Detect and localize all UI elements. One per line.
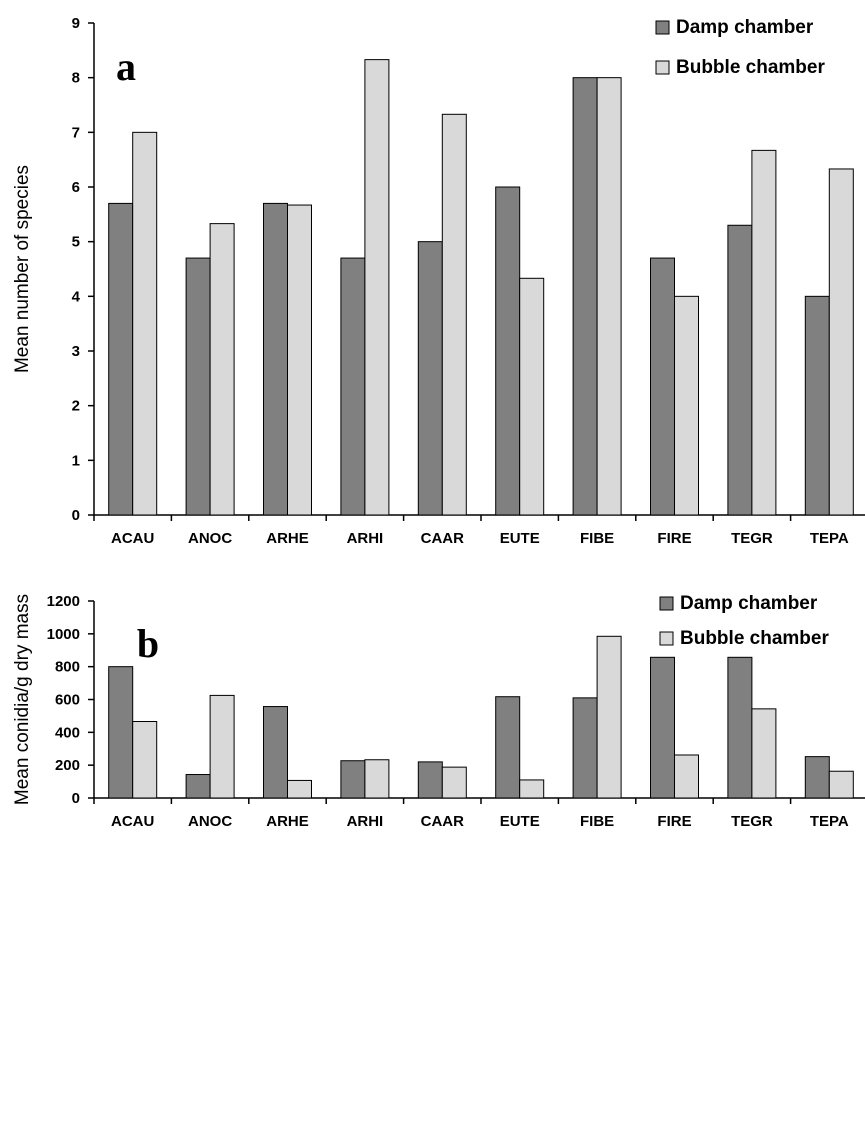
y-tick-label: 9 <box>72 15 80 32</box>
x-tick-label: ACAU <box>111 530 154 547</box>
y-tick-label: 1200 <box>47 593 80 610</box>
legend-swatch <box>659 596 674 611</box>
bar-bubble-fibe <box>596 635 622 799</box>
bar-bubble-fire <box>674 295 699 516</box>
legend-swatch <box>655 60 670 75</box>
y-tick-label: 600 <box>55 692 80 709</box>
bar-damp-arhe <box>263 706 288 799</box>
x-tick-label: FIBE <box>580 530 614 547</box>
bar-damp-acau <box>108 666 134 799</box>
y-axis-title: Mean number of species <box>12 165 33 373</box>
legend-label: Damp chamber <box>680 593 818 614</box>
panel-a: 0 1 2 3 4 5 6 7 8 9 ACAU ANOC ARHE ARHI CAAR EUTE FIBE FI… <box>12 15 865 547</box>
y-tick-label: 400 <box>55 724 80 741</box>
bar-damp-caar <box>417 761 443 799</box>
bar-bubble-caar <box>441 113 467 516</box>
y-tick-label: 1 <box>72 452 80 469</box>
bar-bubble-arhi <box>364 59 390 516</box>
bar-damp-tegr <box>727 656 753 799</box>
bar-damp-fire <box>650 257 675 516</box>
bar-bubble-fibe <box>596 77 622 516</box>
y-tick-label: 800 <box>55 659 80 676</box>
bar-bubble-caar <box>441 766 467 799</box>
panel-label: b <box>137 621 159 666</box>
y-tick-label: 7 <box>72 124 80 141</box>
y-tick-label: 0 <box>72 790 80 807</box>
bar-bubble-eute <box>519 779 545 799</box>
bar-damp-fire <box>650 656 675 799</box>
y-axis-title: Mean conidia/g dry mass <box>12 594 33 805</box>
y-tick-label: 4 <box>72 288 81 305</box>
bar-damp-caar <box>417 241 443 516</box>
x-tick-label: FIBE <box>580 813 614 830</box>
bar-damp-acau <box>108 202 134 516</box>
x-tick-label: TEGR <box>731 530 773 547</box>
y-tick-label: 2 <box>72 398 80 415</box>
x-tick-label: EUTE <box>500 530 540 547</box>
legend-label: Bubble chamber <box>676 57 825 78</box>
bar-bubble-tegr <box>751 708 777 799</box>
bar-bubble-eute <box>519 277 545 516</box>
bar-bubble-arhe <box>287 204 312 516</box>
x-tick-label: ARHI <box>347 530 384 547</box>
x-tick-label: FIRE <box>657 813 691 830</box>
bar-damp-arhe <box>263 202 288 516</box>
x-tick-label: ARHE <box>266 813 309 830</box>
bar-damp-fibe <box>572 697 598 799</box>
legend-swatch <box>659 631 674 646</box>
bar-bubble-anoc <box>209 223 235 516</box>
bar-bubble-tepa <box>828 770 854 799</box>
bar-damp-fibe <box>572 77 598 516</box>
bar-bubble-acau <box>132 131 158 516</box>
y-tick-label: 6 <box>72 179 80 196</box>
y-tick-label: 0 <box>72 507 80 524</box>
bar-bubble-arhi <box>364 759 390 799</box>
y-tick-label: 1000 <box>47 626 80 643</box>
bar-bubble-anoc <box>209 694 235 799</box>
y-tick-label: 3 <box>72 343 80 360</box>
bar-bubble-fire <box>674 754 699 799</box>
bar-damp-anoc <box>185 257 211 516</box>
x-tick-label: TEGR <box>731 813 773 830</box>
x-tick-label: ARHI <box>347 813 384 830</box>
x-tick-label: ARHE <box>266 530 309 547</box>
bar-damp-eute <box>495 696 521 799</box>
bar-damp-arhi <box>340 760 366 799</box>
panel-b: 0 200 400 600 800 1000 1200 ACAU ANOC ARHE ARHI CAA… <box>12 593 865 830</box>
y-tick-label: 5 <box>72 234 80 251</box>
x-tick-label: ANOC <box>188 530 232 547</box>
bar-damp-tepa <box>804 295 830 516</box>
x-tick-label: TEPA <box>810 813 849 830</box>
x-tick-label: CAAR <box>421 530 464 547</box>
bar-bubble-tegr <box>751 149 777 516</box>
legend-swatch <box>655 20 670 35</box>
bar-bubble-arhe <box>287 779 312 799</box>
x-tick-label: FIRE <box>657 530 691 547</box>
bar-bubble-acau <box>132 720 158 799</box>
x-tick-label: EUTE <box>500 813 540 830</box>
y-tick-label: 200 <box>55 757 80 774</box>
x-tick-label: ANOC <box>188 813 232 830</box>
bar-damp-anoc <box>185 774 211 799</box>
bar-bubble-tepa <box>828 168 854 516</box>
bar-damp-arhi <box>340 257 366 516</box>
bar-damp-tepa <box>804 756 830 799</box>
legend-label: Damp chamber <box>676 17 814 38</box>
panel-label: a <box>116 44 136 89</box>
x-tick-label: TEPA <box>810 530 849 547</box>
bar-damp-eute <box>495 186 521 516</box>
x-tick-label: CAAR <box>421 813 464 830</box>
legend-label: Bubble chamber <box>680 628 829 649</box>
y-tick-label: 8 <box>72 70 80 87</box>
bar-damp-tegr <box>727 224 753 516</box>
x-tick-label: ACAU <box>111 813 154 830</box>
